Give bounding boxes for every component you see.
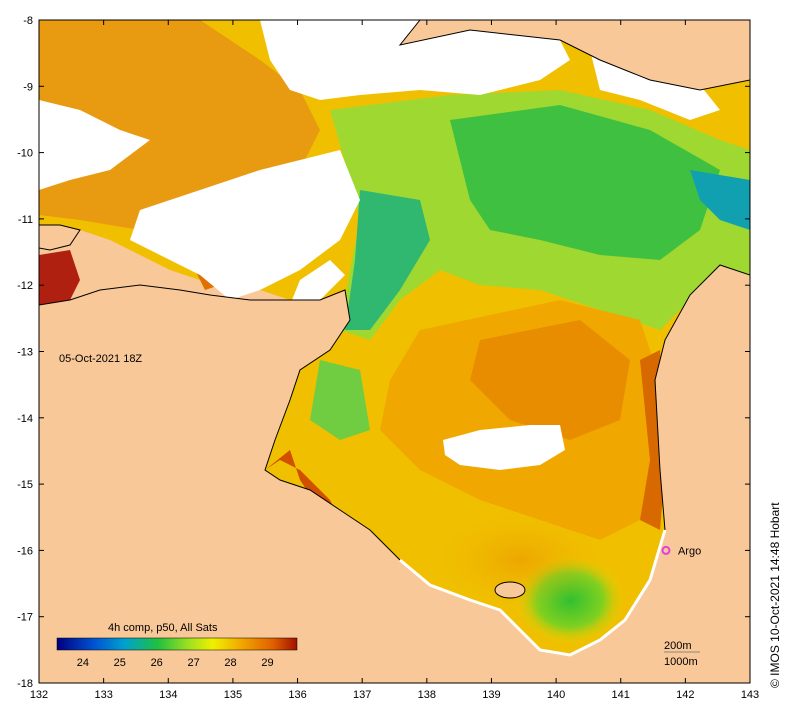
x-tick-label: 141 (612, 689, 630, 701)
x-tick-label: 143 (741, 689, 759, 701)
island (494, 581, 526, 599)
contour-legend: 200m 1000m (664, 640, 700, 668)
x-tick-label: 133 (94, 689, 112, 701)
x-tick-label: 135 (224, 689, 242, 701)
argo-marker[interactable]: Argo (661, 545, 701, 557)
argo-label: Argo (678, 545, 701, 557)
y-tick-label: -18 (17, 678, 33, 690)
sst-field (39, 20, 750, 655)
legend-labels: 24 25 26 27 28 29 (77, 657, 274, 669)
legend-colorbar (56, 637, 298, 651)
y-axis: -8 -9 -10 -11 -12 -13 -14 -15 -16 -17 -18 (17, 15, 750, 690)
southern-coast-edge (399, 529, 667, 657)
legend-title: 4h comp, p50, All Sats (108, 622, 218, 634)
x-tick-label: 138 (418, 689, 436, 701)
y-tick-label: -13 (17, 347, 33, 359)
x-tick-label: 132 (30, 689, 48, 701)
x-tick-label: 137 (353, 689, 371, 701)
timestamp-label: 05-Oct-2021 18Z (59, 353, 142, 365)
contour-label-1000: 1000m (664, 656, 698, 668)
legend-label: 28 (224, 657, 236, 669)
y-tick-label: -15 (17, 479, 33, 491)
argo-marker-icon[interactable] (661, 545, 671, 555)
y-tick-label: -8 (23, 15, 33, 27)
contour-label-200: 200m (664, 640, 692, 652)
x-tick-label: 140 (547, 689, 565, 701)
sst-legend: 4h comp, p50, All Sats 24 25 26 27 28 29 (56, 622, 298, 669)
legend-label: 24 (77, 657, 89, 669)
cloud-mask (39, 20, 720, 470)
legend-label: 25 (114, 657, 126, 669)
y-tick-label: -9 (23, 81, 33, 93)
credit-text: © IMOS 10-Oct-2021 14:48 Hobart (768, 502, 782, 688)
legend-label: 29 (261, 657, 273, 669)
y-tick-label: -11 (18, 214, 33, 226)
y-tick-label: -12 (17, 280, 33, 292)
legend-label: 26 (151, 657, 163, 669)
x-tick-label: 139 (482, 689, 500, 701)
x-tick-label: 134 (159, 689, 177, 701)
land-overlay (39, 20, 750, 683)
x-axis: 132 133 134 135 136 137 138 139 140 141 142 143 (30, 20, 759, 701)
y-tick-label: -17 (17, 612, 33, 624)
x-tick-label: 136 (288, 689, 306, 701)
y-tick-label: -14 (17, 413, 33, 425)
legend-label: 27 (187, 657, 199, 669)
x-tick-label: 142 (676, 689, 694, 701)
y-tick-label: -10 (17, 148, 33, 160)
y-tick-label: -16 (17, 545, 33, 557)
